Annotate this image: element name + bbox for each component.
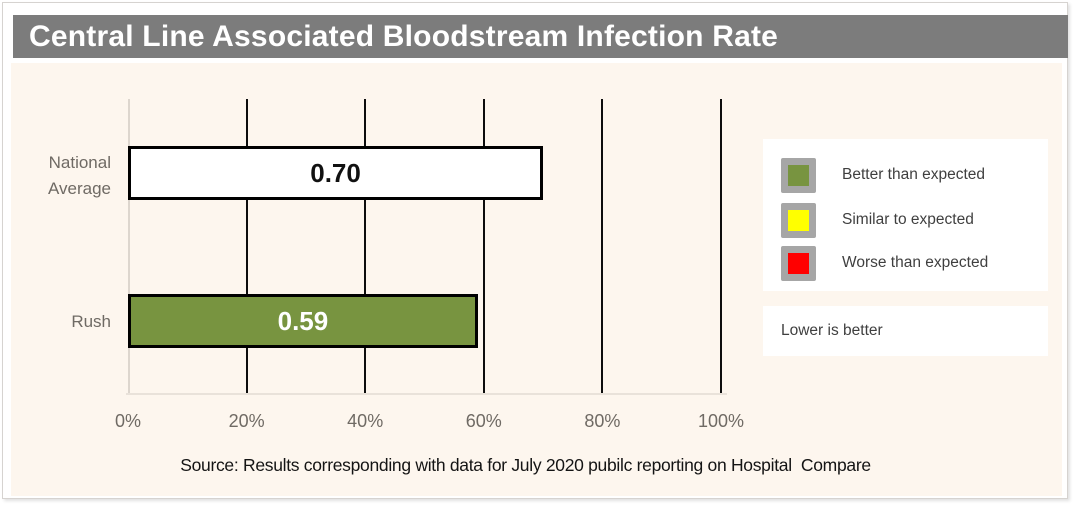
x-tick-0: 0% [114, 411, 142, 431]
x-tick-80: 80% [584, 411, 621, 431]
x-tick-20: 20% [228, 411, 265, 431]
legend-label-better: Better than expected [842, 166, 986, 183]
legend-swatch-green-icon [781, 157, 816, 193]
legend-swatch-red-icon [781, 245, 816, 281]
x-axis-line [126, 393, 727, 395]
source-caption: Source: Results corresponding with data … [180, 455, 871, 475]
gridline-40pct [364, 99, 367, 393]
bar-national-average: 0.70 [128, 146, 544, 200]
gridline-80pct [601, 99, 604, 393]
x-tick-60: 60% [465, 411, 502, 431]
chart-card: Central Line Associated Bloodstream Infe… [2, 2, 1068, 499]
bar-value-national-average: 0.70 [310, 157, 361, 188]
x-axis-ticks: 0% 20% 40% 60% 80% 100% [115, 411, 744, 437]
x-tick-100: 100% [697, 411, 745, 431]
bar-rush: 0.59 [128, 294, 478, 348]
bar-value-rush: 0.59 [277, 305, 329, 336]
gridline-100pct [720, 99, 722, 393]
legend-item-similar: Similar to expected [781, 202, 974, 238]
legend: Better than expected Similar to expected… [763, 139, 1048, 291]
legend-label-worse: Worse than expected [842, 254, 989, 271]
category-label-national-average: National Average [47, 153, 111, 198]
legend-label-similar: Similar to expected [842, 211, 974, 228]
legend-item-worse: Worse than expected [781, 245, 988, 281]
legend-item-better: Better than expected [781, 157, 985, 193]
gridline-60pct [482, 99, 485, 393]
note-lower-is-better: Lower is better [781, 322, 883, 339]
plot-area: 0.70 0.59 [126, 99, 727, 395]
legend-swatch-yellow-icon [781, 202, 816, 238]
gridline-0pct [128, 99, 130, 393]
category-label-rush: Rush [71, 312, 111, 331]
note-box: Lower is better [763, 306, 1048, 356]
x-tick-40: 40% [347, 411, 384, 431]
gridline-20pct [245, 99, 248, 393]
chart-title-bar: Central Line Associated Bloodstream Infe… [13, 15, 1068, 58]
chart-title: Central Line Associated Bloodstream Infe… [29, 19, 779, 53]
